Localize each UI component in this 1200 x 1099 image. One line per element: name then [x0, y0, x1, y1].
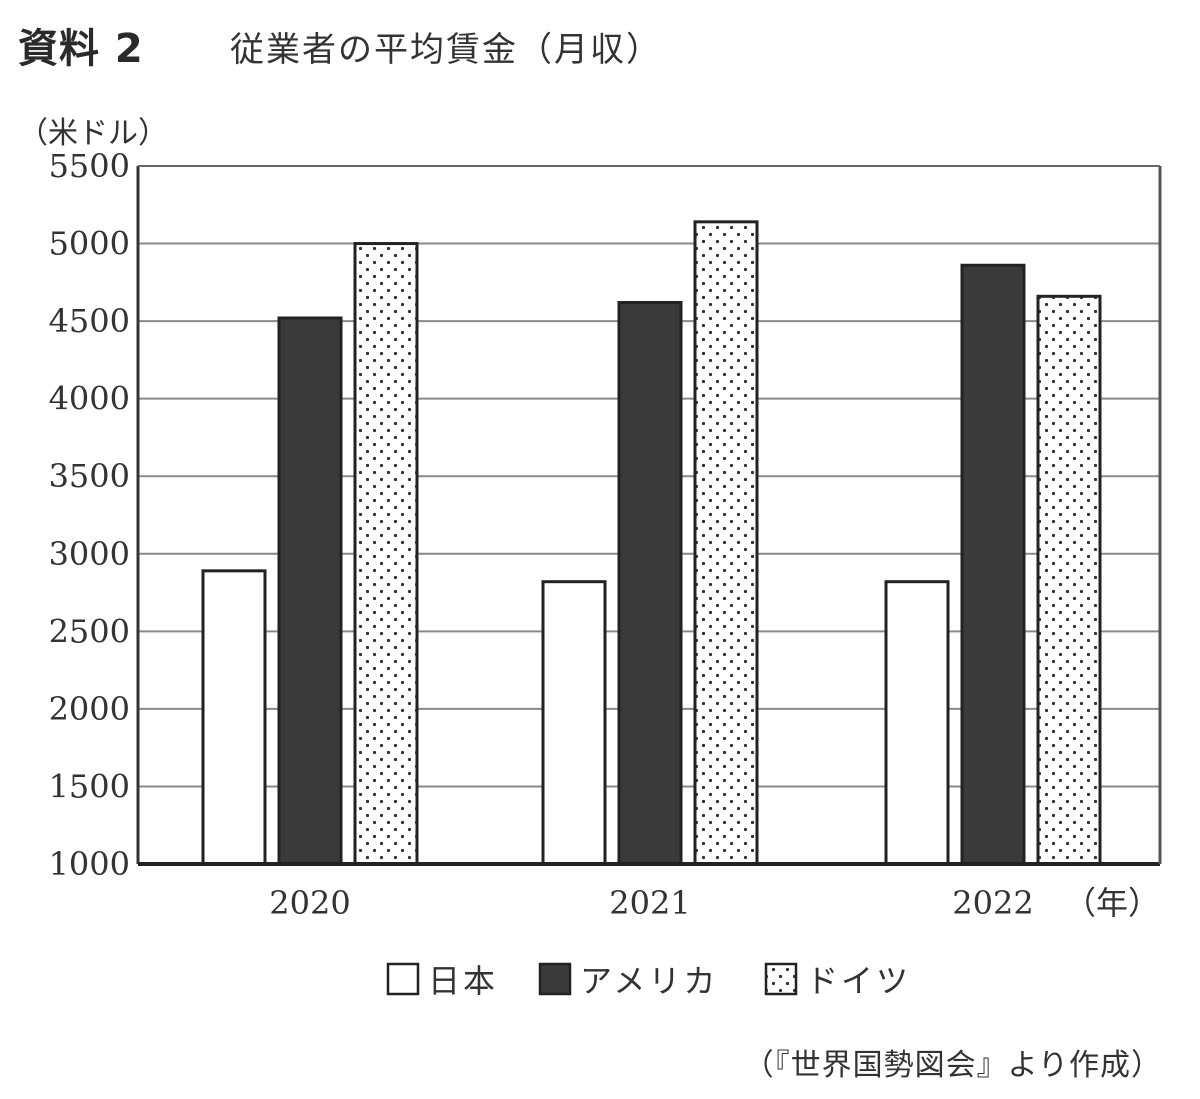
- bar-japan: [201, 569, 267, 866]
- legend-swatch-germany: [764, 962, 798, 996]
- y-tick-label: 3500: [49, 457, 130, 495]
- x-tick-labels: 2020 2021 2022 （年）: [269, 884, 1160, 922]
- y-tick-label: 3000: [49, 535, 130, 573]
- source-note: （『世界国勢図会』より作成）: [743, 1048, 1162, 1083]
- y-tick-label: 4500: [49, 302, 130, 340]
- bar-usa: [617, 300, 683, 866]
- x-axis-label: （年）: [1064, 884, 1160, 922]
- y-tick-labels: 1000 1500 2000 2500 3000 3500 4000 4500 5000 5500: [49, 147, 130, 883]
- legend-label-usa: アメリカ: [580, 962, 718, 1000]
- y-tick-label: 1500: [49, 767, 130, 805]
- legend-label-germany: ドイツ: [806, 962, 911, 1000]
- y-tick-label: 4000: [49, 380, 130, 418]
- y-tick-label: 5000: [49, 225, 130, 263]
- bar-japan: [884, 580, 950, 866]
- y-tick-label: 2500: [49, 612, 130, 650]
- bar-usa: [960, 263, 1026, 866]
- x-tick-label: 2021: [609, 884, 690, 922]
- legend-label-japan: 日本: [428, 962, 498, 1000]
- y-tick-label: 1000: [49, 845, 130, 883]
- bar-germany: [353, 242, 419, 866]
- axes: [136, 165, 1162, 866]
- legend-swatch-japan: [386, 962, 420, 996]
- document-label: 資料 2: [18, 26, 144, 72]
- legend-swatch-usa: [538, 962, 572, 996]
- chart-title: 従業者の平均賃金（月収）: [230, 30, 662, 70]
- bars: [201, 220, 1102, 866]
- x-tick-label: 2020: [269, 884, 350, 922]
- bar-germany: [1036, 294, 1102, 866]
- y-axis-unit-label: （米ドル）: [18, 116, 168, 151]
- y-tick-label: 2000: [49, 690, 130, 728]
- x-tick-label: 2022: [952, 884, 1033, 922]
- legend: 日本 アメリカ ドイツ: [386, 962, 911, 1000]
- y-tick-label: 5500: [49, 147, 130, 185]
- bar-usa: [277, 316, 343, 866]
- bar-japan: [541, 580, 607, 866]
- bar-germany: [693, 220, 759, 866]
